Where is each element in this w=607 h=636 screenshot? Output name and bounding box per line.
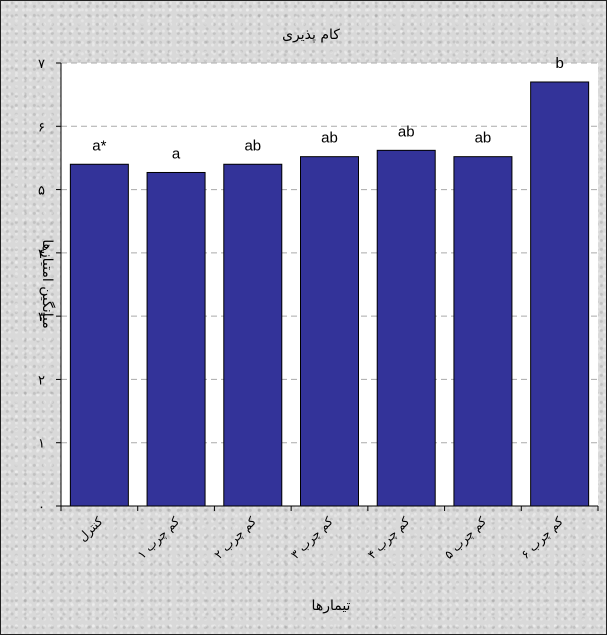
bar	[223, 163, 283, 507]
bar-label: a	[172, 145, 181, 162]
y-tick-label: ۷	[38, 56, 45, 71]
category-label: کم چرب ۲	[211, 514, 259, 562]
bar-label: ab	[398, 123, 415, 140]
y-tick-label: ۰	[38, 499, 45, 514]
category-label: کم چرب ۳	[288, 514, 336, 562]
bar	[146, 171, 206, 507]
bar-label: ab	[475, 130, 492, 147]
bar	[453, 156, 513, 507]
y-tick-label: ۳	[38, 309, 45, 324]
y-tick-label: ۴	[38, 246, 45, 261]
y-tick-label: ۱	[38, 436, 45, 451]
bars	[69, 81, 590, 507]
bar	[530, 81, 590, 507]
category-label: کم چرب ۵	[442, 514, 490, 562]
x-axis-title: تیمارها	[312, 598, 351, 614]
y-tick-label: ۵	[38, 183, 45, 198]
bar	[69, 163, 129, 507]
bar-label: b	[555, 55, 563, 72]
y-tick-label: ۲	[38, 372, 45, 387]
y-axis-title: میانگین امتیازها	[39, 239, 56, 328]
bar-label: ab	[244, 137, 261, 154]
bar	[300, 156, 359, 507]
category-label: کم چرب ۱	[135, 514, 183, 562]
category-labels: کنترل کم چرب ۱ کم چرب ۲ کم چرب ۳ کم چرب ۴ کم …	[76, 514, 567, 562]
axes	[56, 62, 599, 511]
category-label: کنترل	[76, 514, 107, 545]
y-tick-label: ۶	[38, 119, 45, 134]
bar	[376, 149, 436, 507]
bar-label: a*	[92, 137, 106, 154]
bar-labels: a* a ab ab ab ab b	[92, 55, 564, 162]
y-tick-labels: ۰ ۱ ۲ ۳ ۴ ۵ ۶ ۷	[38, 56, 45, 514]
category-label: کم چرب ۴	[365, 514, 413, 562]
category-label: کم چرب ۶	[518, 514, 566, 562]
bar-label: ab	[321, 130, 338, 147]
chart-title: کام پذیری	[282, 27, 340, 43]
